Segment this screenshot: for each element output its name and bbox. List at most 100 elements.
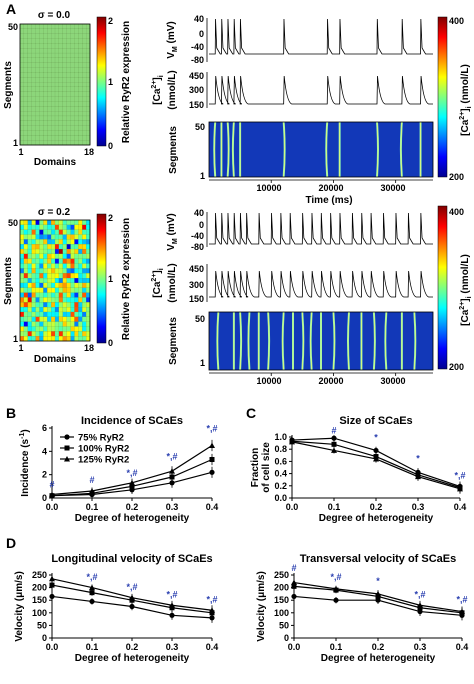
ca-ylabel-unit: (nmol/L) xyxy=(167,263,178,302)
heatmap-cell xyxy=(23,273,29,279)
heatmap-cell xyxy=(39,135,44,141)
heatmap-cell xyxy=(66,239,71,245)
x-tick-label: 0.2 xyxy=(370,502,383,512)
heatmap-cell xyxy=(19,43,25,49)
heatmap-cell xyxy=(78,120,83,126)
chart-title: Transversal velocity of SCaEs xyxy=(300,553,457,565)
heatmap-cell xyxy=(78,101,83,107)
heatmap-cell xyxy=(58,72,64,78)
ca-cbar-tick-400: 400 xyxy=(449,207,464,217)
heatmap-cell xyxy=(82,321,87,327)
heatmap-cell xyxy=(51,224,56,230)
heatmap-cell xyxy=(66,311,71,318)
heatmap-cell xyxy=(35,326,40,332)
heatmap-cell xyxy=(31,82,36,88)
heatmap-cell xyxy=(39,287,44,293)
heatmap-cell xyxy=(39,282,44,289)
heatmap-cell xyxy=(51,331,56,337)
heatmap-cell xyxy=(51,140,56,146)
heatmap-cell xyxy=(58,43,64,49)
heatmap-cell xyxy=(82,43,87,49)
heatmap-cell xyxy=(86,57,91,63)
heatmap-ylabel: Segments xyxy=(3,61,14,109)
heatmap-cell xyxy=(54,52,60,59)
heatmap-cell xyxy=(27,336,32,342)
heatmap-cell xyxy=(19,273,25,279)
heatmap-cell xyxy=(62,263,67,269)
heatmap-cell xyxy=(54,72,60,78)
heatmap-cell xyxy=(27,91,32,97)
heatmap-cell xyxy=(27,115,32,122)
heatmap-cell xyxy=(19,140,25,146)
heatmap-cell xyxy=(43,282,48,289)
heatmap-cell xyxy=(43,307,48,313)
heatmap-cell xyxy=(70,282,75,289)
heatmap-cell xyxy=(54,302,60,308)
ca-wave-core xyxy=(213,121,216,178)
heatmap-cell xyxy=(78,67,83,73)
heatmap-cell xyxy=(47,311,52,318)
heatmap-cell xyxy=(58,331,64,337)
heatmap-cell xyxy=(43,101,48,107)
time-ticks xyxy=(270,373,397,376)
heatmap-cell xyxy=(66,120,71,126)
heatmap-cell xyxy=(62,38,67,44)
ryr2-heatmap-sigma-0-2: σ = 0.2 Segments 50 1 1 18 Domains 2 1 0… xyxy=(3,207,132,365)
heatmap-cell xyxy=(47,229,52,235)
kymo-ytick-1: 1 xyxy=(200,358,205,368)
heatmap-cell xyxy=(70,326,75,332)
heatmap-cell xyxy=(74,229,79,235)
heatmap-cell xyxy=(39,125,44,131)
heatmap-cell xyxy=(82,96,87,102)
heatmap-cell xyxy=(78,43,83,49)
data-point xyxy=(169,474,175,480)
heatmap-title: σ = 0.2 xyxy=(38,207,71,218)
significance-marker: * xyxy=(376,576,380,586)
heatmap-cell xyxy=(23,244,29,250)
heatmap-cell xyxy=(86,316,91,322)
heatmap-cell xyxy=(70,101,75,107)
heatmap-cell xyxy=(54,253,60,259)
heatmap-cell xyxy=(86,72,91,78)
heatmap-cell xyxy=(43,91,48,97)
heatmap-cell xyxy=(86,111,91,117)
heatmap-cell xyxy=(54,321,60,327)
heatmap-cell xyxy=(82,23,87,30)
heatmap-cell xyxy=(23,82,29,88)
heatmap-cell xyxy=(66,91,71,97)
heatmap-cell xyxy=(35,96,40,102)
y-tick-label: 0.4 xyxy=(274,469,287,479)
y-axis-label: Velocity (μm/s) xyxy=(14,571,25,642)
heatmap-cell xyxy=(66,263,71,269)
heatmap-cell xyxy=(82,101,87,107)
x-tick-label: 0.2 xyxy=(126,642,139,652)
heatmap-cell xyxy=(35,273,40,279)
heatmap-ylabel: Segments xyxy=(3,257,14,305)
heatmap-cell xyxy=(47,326,52,332)
heatmap-cell xyxy=(23,135,29,141)
heatmap-cell xyxy=(27,125,32,131)
heatmap-cell xyxy=(74,48,79,54)
heatmap-cell xyxy=(51,234,56,240)
heatmap-cell xyxy=(31,234,36,240)
y-axis-label-sup: -1 xyxy=(19,433,26,439)
data-point xyxy=(415,473,421,480)
heatmap-cell xyxy=(66,287,71,293)
data-point xyxy=(209,469,215,475)
heatmap-cell xyxy=(31,125,36,131)
heatmap-cell xyxy=(39,86,44,93)
heatmap-cell xyxy=(70,86,75,93)
ca-axis: 450 300 150 [Ca2+]i (nmol/L) xyxy=(151,70,208,110)
heatmap-cell xyxy=(23,28,29,34)
heatmap-cell xyxy=(39,120,44,126)
heatmap-cell xyxy=(78,48,83,54)
heatmap-cell xyxy=(62,43,67,49)
heatmap-cell xyxy=(27,101,32,107)
heatmap-cell xyxy=(19,33,25,39)
heatmap-cell xyxy=(27,244,32,250)
heatmap-cell xyxy=(82,282,87,289)
heatmap-cell xyxy=(51,115,56,122)
heatmap-cell xyxy=(27,23,32,30)
y-tick-label: 50 xyxy=(37,620,47,630)
heatmap-cell xyxy=(86,253,91,259)
